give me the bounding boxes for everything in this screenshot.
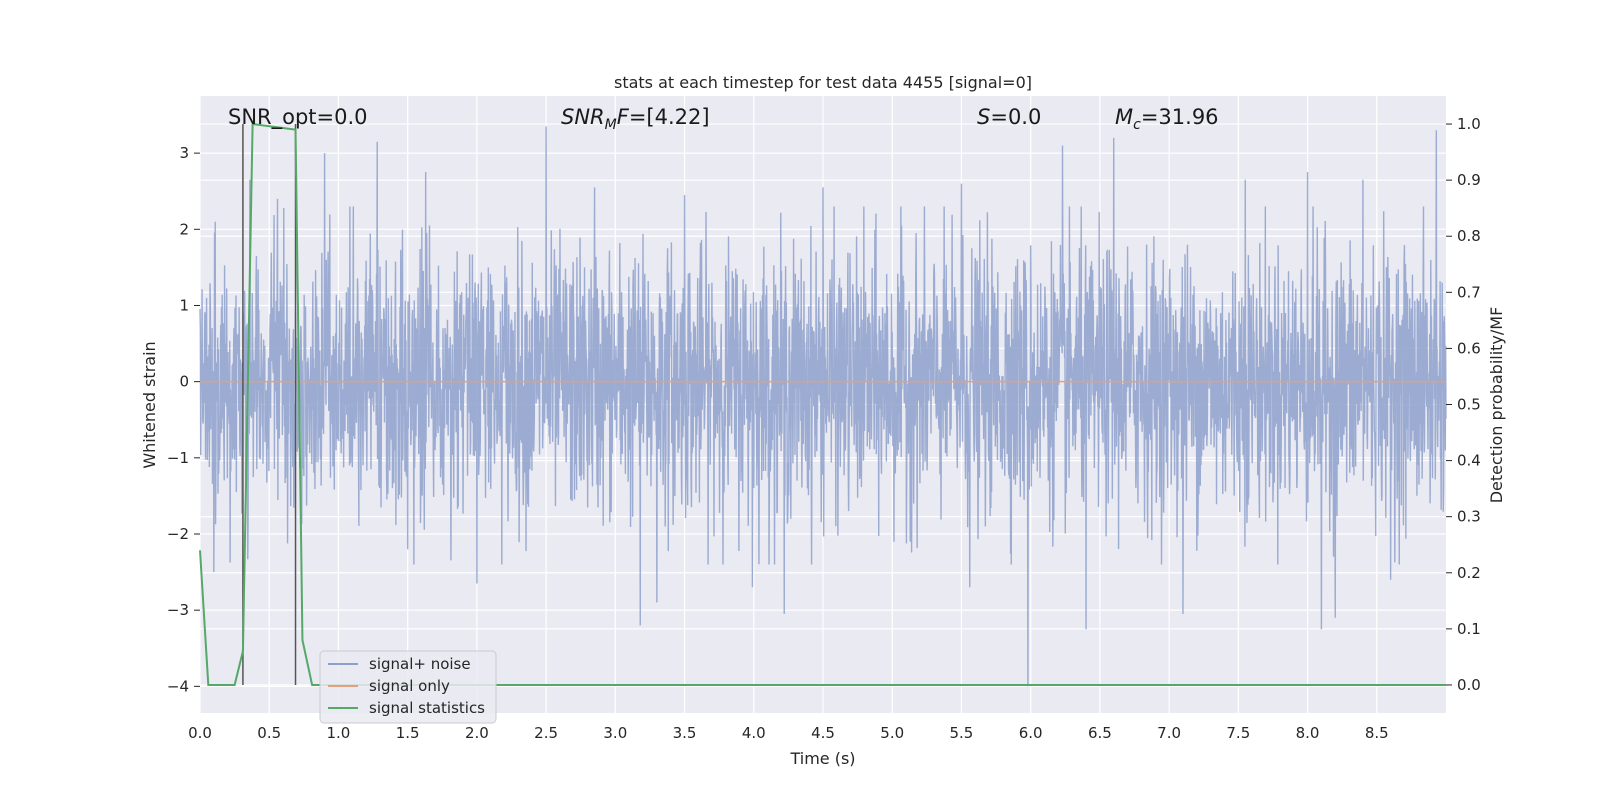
y-left-tick-label: −1 (167, 449, 189, 467)
y-right-tick-label: 0.5 (1457, 396, 1481, 414)
y-right-tick-label: 0.3 (1457, 508, 1481, 526)
x-tick-label: 4.0 (742, 724, 766, 742)
x-tick-label: 5.0 (880, 724, 904, 742)
y-right-tick-label: 0.8 (1457, 227, 1481, 245)
x-tick-labels: 0.0 0.5 1.0 1.5 2.0 2.5 3.0 3.5 4.0 4.5 5.0 5.5 6.0 6… (188, 724, 1389, 742)
y-left-tick-label: 2 (179, 220, 189, 238)
legend: signal+ noise signal only signal statist… (319, 650, 497, 724)
x-tick-label: 0.0 (188, 724, 212, 742)
x-tick-label: 7.5 (1226, 724, 1250, 742)
y-right-axis-label: Detection probability/MF (1487, 307, 1506, 504)
x-tick-label: 7.0 (1157, 724, 1181, 742)
annotation-snr-mf: SNRMF=[4.22] (561, 105, 710, 133)
legend-label-signal: signal only (369, 677, 450, 695)
annotation-snr-mf-tail: F (617, 105, 630, 129)
y-left-axis-label: Whitened strain (140, 341, 159, 468)
y-left-tick-labels: 3 2 1 0 −1 −2 −3 −4 (167, 144, 200, 695)
y-left-tick-label: 0 (179, 373, 189, 391)
y-right-tick-label: 0.1 (1457, 620, 1481, 638)
legend-label-noise: signal+ noise (369, 655, 471, 673)
series-signal-statistics (199, 122, 1446, 686)
annotation-mc-sub: c (1133, 117, 1141, 133)
x-axis-label: Time (s) (789, 749, 855, 768)
x-tick-label: 2.0 (465, 724, 489, 742)
y-right-tick-label: 0.2 (1457, 564, 1481, 582)
annotation-mc: Mc=31.96 (1115, 105, 1219, 133)
y-left-tick-label: 3 (179, 144, 189, 162)
y-right-tick-label: 1.0 (1457, 115, 1481, 133)
chart-title: stats at each timestep for test data 445… (614, 73, 1032, 92)
y-right-tick-label: 0.4 (1457, 452, 1481, 470)
series-signal-noise (199, 126, 1447, 687)
x-tick-label: 6.5 (1088, 724, 1112, 742)
annotation-mc-value: =31.96 (1141, 105, 1219, 129)
x-tick-label: 1.0 (327, 724, 351, 742)
vertical-markers (242, 124, 297, 685)
x-tick-label: 8.0 (1296, 724, 1320, 742)
annotation-snr-mf-main: SNR (561, 105, 605, 129)
annotation-snr-mf-sub: M (605, 117, 617, 133)
x-tick-label: 1.5 (396, 724, 420, 742)
x-tick-label: 3.5 (673, 724, 697, 742)
x-tick-label: 4.5 (811, 724, 835, 742)
annotation-s-main: S (977, 105, 990, 129)
y-right-tick-label: 0.0 (1457, 676, 1481, 694)
annotation-snr-opt: SNR_opt=0.0 (228, 105, 368, 130)
x-tick-label: 5.5 (950, 724, 974, 742)
x-tick-label: 6.0 (1019, 724, 1043, 742)
y-left-tick-label: −4 (167, 677, 189, 695)
annotation-s: S=0.0 (977, 105, 1041, 129)
annotation-snr-mf-value: =[4.22] (629, 105, 710, 129)
x-tick-label: 2.5 (534, 724, 558, 742)
x-tick-label: 0.5 (257, 724, 281, 742)
y-right-tick-label: 0.7 (1457, 283, 1481, 301)
y-left-tick-label: 1 (179, 296, 189, 314)
y-right-tick-label: 0.6 (1457, 339, 1481, 357)
legend-box (319, 650, 497, 724)
x-tick-label: 3.0 (603, 724, 627, 742)
y-right-tick-label: 0.9 (1457, 171, 1481, 189)
noise-trace (199, 126, 1447, 687)
y-right-tick-labels: 1.0 0.9 0.8 0.7 0.6 0.5 0.4 0.3 0.2 0.1 0.0 (1446, 115, 1481, 694)
y-left-tick-label: −2 (167, 525, 189, 543)
annotation-s-value: =0.0 (990, 105, 1041, 129)
annotation-mc-main: M (1115, 105, 1133, 129)
x-tick-label: 8.5 (1365, 724, 1389, 742)
legend-label-stat: signal statistics (369, 699, 485, 717)
y-left-tick-label: −3 (167, 601, 189, 619)
